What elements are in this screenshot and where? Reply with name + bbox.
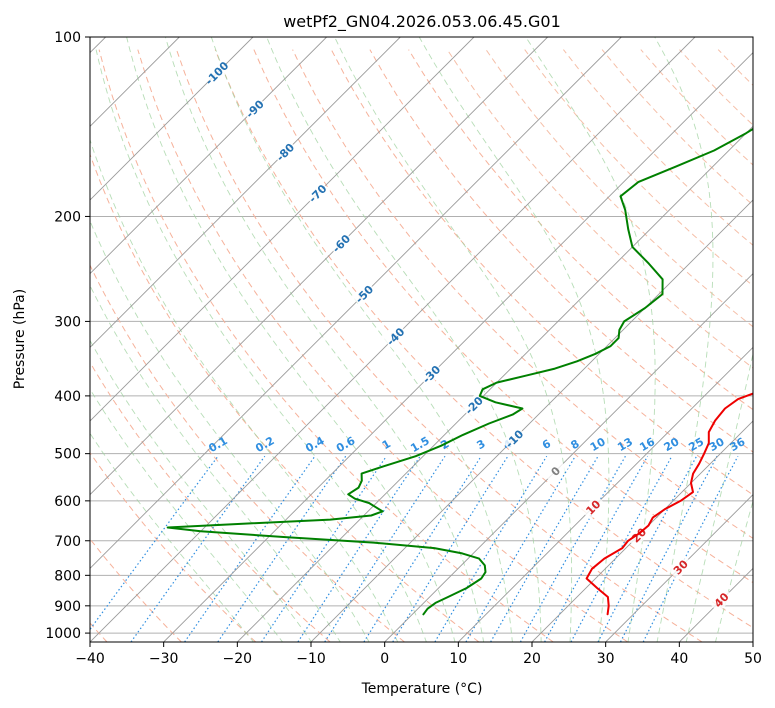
- mixing-ratio-line: [184, 455, 316, 642]
- isotherm-line: [310, 199, 753, 642]
- mixing-ratio-line: [392, 455, 509, 642]
- isotherm-label-bg: [667, 554, 694, 580]
- isotherm-label-bg: [461, 392, 487, 419]
- mixing-ratio-line: [544, 455, 649, 642]
- moist-adiabat: [90, 388, 284, 642]
- dry-adiabat: [98, 49, 554, 642]
- isotherm-line: [90, 37, 475, 422]
- moist-adiabat: [90, 138, 399, 642]
- dry-adiabat: [330, 49, 753, 496]
- x-tick-label: 50: [744, 651, 762, 667]
- mixing-ratio-line: [490, 455, 599, 642]
- y-tick-label: 1000: [45, 626, 81, 642]
- moist-adiabat: [90, 432, 255, 642]
- isotherm-label-bg: [304, 180, 331, 207]
- isotherm-line: [90, 37, 548, 496]
- mixing-ratio-line: [519, 455, 626, 642]
- dry-adiabat: [90, 264, 405, 642]
- moist-adiabat: [334, 37, 573, 642]
- x-axis: −40 −30 −20 −10 0 10 20 30 40 50: [75, 642, 762, 667]
- dry-adiabat: [292, 49, 753, 539]
- y-axis-title: Pressure (hPa): [12, 289, 28, 389]
- sounding-profiles: [166, 127, 753, 616]
- isotherm-label-bg: [242, 96, 268, 122]
- y-tick-label: 700: [54, 534, 81, 550]
- isotherm-label-bg: [382, 323, 409, 350]
- mixing-ratio-line: [642, 455, 739, 642]
- isotherm-label-bg: [418, 361, 445, 388]
- x-tick-label: −20: [223, 651, 253, 667]
- moist-adiabats: [90, 37, 753, 642]
- moist-adiabat: [685, 352, 753, 642]
- isotherm-label-bg: [708, 587, 735, 613]
- y-tick-label: 400: [54, 389, 81, 405]
- chart-title: wetPf2_GN04.2026.053.06.45.G01: [283, 12, 561, 32]
- x-tick-label: 0: [380, 651, 389, 667]
- mixing-ratio-line: [217, 455, 347, 642]
- moist-adiabat: [164, 37, 485, 642]
- mixing-ratio-line: [90, 455, 219, 631]
- y-tick-label: 100: [54, 30, 81, 46]
- mixing-ratio-line: [261, 455, 387, 642]
- mixing-ratio-line: [297, 455, 421, 642]
- y-tick-label: 300: [54, 314, 81, 330]
- dry-adiabat: [90, 153, 480, 642]
- isotherm-line: [163, 52, 753, 642]
- dry-adiabat: [90, 451, 257, 642]
- plot-frame: [89, 36, 754, 643]
- isotherm-line: [90, 37, 254, 201]
- dry-adiabat: [90, 361, 331, 642]
- isotherm-label-bg: [272, 139, 298, 165]
- dewpoint-profile: [166, 127, 753, 616]
- moist-adiabat: [90, 284, 341, 642]
- isotherm-label-bg: [501, 426, 528, 452]
- x-tick-label: 30: [597, 651, 615, 667]
- moist-adiabat: [210, 37, 513, 642]
- isotherm-label-bg: [328, 230, 354, 257]
- x-tick-label: −40: [75, 651, 105, 667]
- dry-adiabat: [137, 49, 628, 642]
- isotherm-line: [90, 37, 622, 569]
- dry-adiabat: [253, 49, 753, 584]
- x-tick-label: −30: [149, 651, 179, 667]
- moist-adiabat: [90, 219, 370, 642]
- y-axis: 100 200 300 400 500 600 700 800 900 1000: [45, 30, 90, 642]
- isotherm-line: [90, 37, 327, 275]
- isotherm-label-bg: [542, 458, 569, 484]
- moist-adiabat: [525, 37, 656, 642]
- y-tick-label: 200: [54, 209, 81, 225]
- isotherm-line: [90, 37, 401, 348]
- isotherm-line: [384, 273, 753, 642]
- x-tick-label: 10: [449, 651, 467, 667]
- y-tick-label: 500: [54, 447, 81, 463]
- moist-adiabat: [126, 37, 456, 642]
- isotherm-label-bg: [580, 494, 606, 520]
- y-tick-label: 800: [54, 568, 81, 584]
- isotherm-line: [458, 346, 753, 642]
- x-tick-label: 40: [670, 651, 688, 667]
- y-tick-label: 600: [54, 494, 81, 510]
- y-tick-label: 900: [54, 599, 81, 615]
- x-axis-title: Temperature (°C): [361, 681, 483, 697]
- isotherms: [90, 37, 753, 642]
- x-tick-label: 20: [523, 651, 541, 667]
- dry-adiabat: [214, 49, 753, 629]
- moist-adiabat: [418, 37, 610, 642]
- isotherm-label-bg: [351, 281, 377, 307]
- isotherm-line: [605, 494, 753, 642]
- moist-adiabat: [90, 339, 313, 642]
- mixing-ratio-line: [434, 455, 548, 642]
- moist-adiabat: [95, 49, 427, 642]
- isotherm-label-bg: [204, 60, 230, 86]
- moist-adiabat: [654, 37, 714, 642]
- moist-adiabat: [266, 37, 542, 642]
- x-tick-label: −10: [296, 651, 326, 667]
- temperature-profile: [585, 392, 753, 616]
- mixing-ratio-line: [465, 455, 576, 642]
